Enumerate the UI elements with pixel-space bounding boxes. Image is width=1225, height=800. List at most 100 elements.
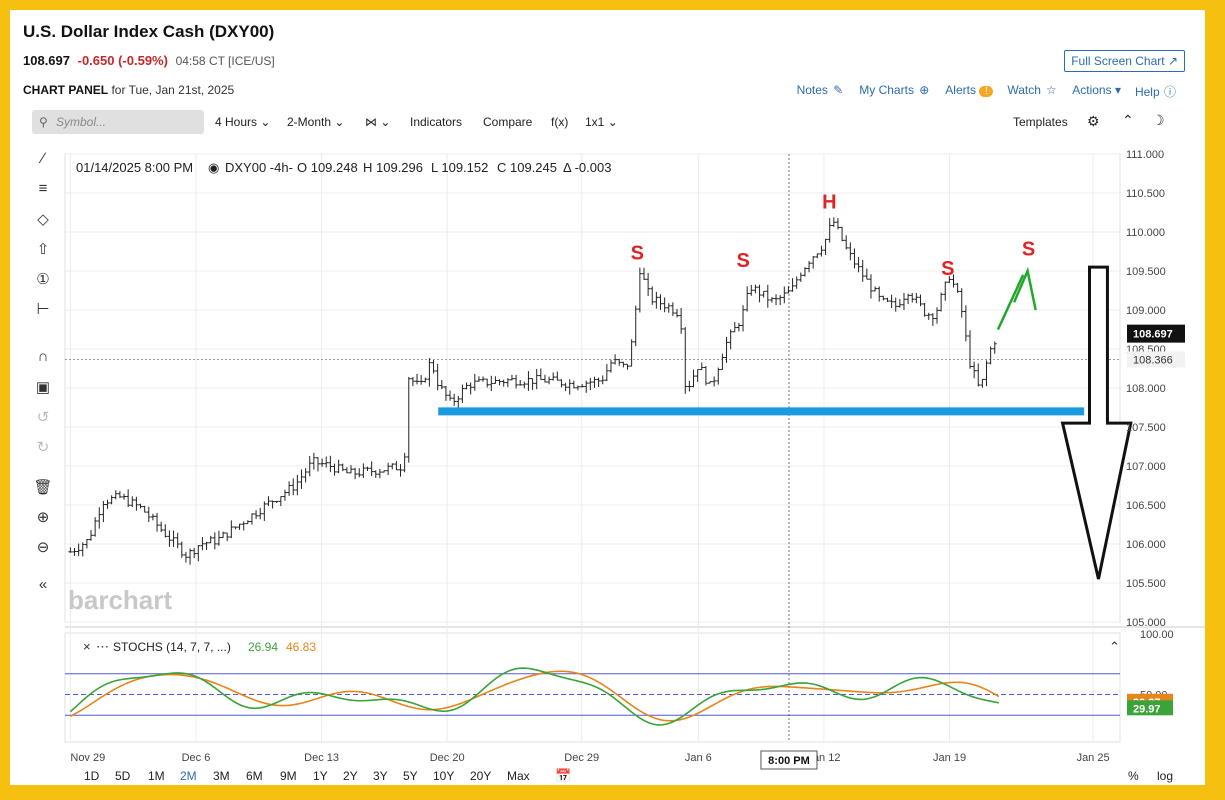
search-icon: ⚲	[39, 115, 48, 129]
interval-select[interactable]: 4 Hours ⌄	[215, 115, 270, 129]
dark-mode-icon[interactable]: ☽	[1152, 112, 1165, 128]
compare-button[interactable]: Compare	[483, 115, 533, 129]
y-tick-label: 106.000	[1126, 539, 1166, 551]
quote-line: 108.697 -0.650 (-0.59%) 04:58 CT [ICE/US…	[23, 53, 275, 68]
x-tick-label: Jan 25	[1077, 752, 1110, 764]
price-chart[interactable]: S S H S S 111.000 110.500 110.000 109.500 109.00…	[10, 135, 1205, 775]
top-links: Notes ✎ My Charts ⊕ Alerts ! Watch ☆ Act…	[797, 83, 1177, 100]
range-button-1m[interactable]: 1M	[148, 769, 165, 783]
period-select[interactable]: 2-Month ⌄	[287, 115, 344, 129]
full-screen-label: Full Screen Chart	[1071, 54, 1165, 68]
y-tick-label: 110.000	[1126, 227, 1165, 239]
alerts-link[interactable]: Alerts !	[945, 83, 994, 100]
y-tick-label: 107.000	[1126, 461, 1166, 473]
collapse-sidebar-icon[interactable]: «	[38, 576, 48, 593]
zoom-out-icon[interactable]: ⊖	[36, 539, 50, 556]
range-button-3y[interactable]: 3Y	[373, 769, 388, 783]
x-tick-label: Jan 19	[933, 752, 966, 764]
green-arrow-head	[1012, 266, 1037, 311]
calendar-icon[interactable]: 📅	[555, 768, 572, 783]
chevron-down-icon: ⌄	[380, 115, 391, 129]
plus-circle-icon: ⊕	[919, 83, 930, 97]
range-button-2y[interactable]: 2Y	[343, 769, 358, 783]
settings-icon[interactable]: ⚙	[1087, 113, 1100, 129]
pattern-label: S	[737, 250, 750, 272]
x-tick-label: Dec 6	[182, 752, 211, 764]
x-tick-label: Dec 29	[564, 752, 599, 764]
period-label: 2-Month	[287, 115, 332, 129]
alerts-label: Alerts	[945, 83, 976, 97]
percent-toggle[interactable]: %	[1128, 769, 1139, 783]
redo-icon[interactable]: ↻	[36, 439, 50, 456]
lock-icon[interactable]: ▣	[35, 379, 51, 396]
annotation-tool-icon[interactable]: ①	[36, 271, 50, 288]
range-button-10y[interactable]: 10Y	[433, 769, 455, 783]
range-button-6m[interactable]: 6M	[246, 769, 263, 783]
price-change: -0.650 (-0.59%)	[77, 53, 168, 68]
x-tick-label: Jan 6	[685, 752, 712, 764]
watch-label: Watch	[1007, 83, 1041, 97]
crosshair-time-box	[760, 750, 818, 770]
range-button-5y[interactable]: 5Y	[403, 769, 418, 783]
expand-icon: ↗	[1167, 54, 1178, 68]
last-price-badge-label: 108.697	[1133, 329, 1173, 341]
magnet-icon[interactable]: ∩	[37, 348, 49, 365]
help-link[interactable]: Help ⓘ	[1135, 83, 1177, 100]
fibonacci-tool-icon[interactable]: ≡	[38, 180, 48, 197]
notes-label: Notes	[796, 83, 828, 97]
trendline-tool-icon[interactable]: ∕	[41, 150, 45, 167]
arrow-tool-icon[interactable]: ⇧	[36, 241, 50, 258]
range-button-5d[interactable]: 5D	[115, 769, 131, 783]
templates-button[interactable]: Templates	[1013, 115, 1068, 129]
study-menu-icon[interactable]: ⋯	[96, 639, 109, 654]
help-icon: ⓘ	[1163, 85, 1176, 99]
edit-icon: ✎	[833, 83, 844, 97]
notes-link[interactable]: Notes ✎	[797, 83, 846, 100]
stoch-collapse-icon[interactable]: ⌃	[1109, 639, 1120, 654]
actions-menu[interactable]: Actions ▾	[1072, 83, 1121, 100]
fx-button[interactable]: f(x)	[551, 115, 569, 129]
range-selector: 📅 % log 1D 5D 1M 2M 3M 6M 9M 1Y 2Y 3Y 5Y 10Y 20Y Max	[10, 767, 1205, 785]
stoch-d-value: 46.83	[286, 640, 316, 654]
range-button-max[interactable]: Max	[507, 769, 530, 783]
watch-link[interactable]: Watch ☆	[1007, 83, 1058, 100]
range-button-20y[interactable]: 20Y	[470, 769, 492, 783]
log-toggle[interactable]: log	[1157, 769, 1174, 783]
stoch-tick-label: 100.00	[1140, 629, 1174, 641]
measure-tool-icon[interactable]: ⊢	[36, 301, 50, 318]
full-screen-chart-button[interactable]: Full Screen Chart ↗	[1064, 50, 1185, 72]
caret-down-icon: ▾	[1114, 83, 1121, 97]
zoom-in-icon[interactable]: ⊕	[36, 509, 50, 526]
bar-type-select[interactable]: ⋈ ⌄	[365, 115, 390, 129]
alert-icon: !	[979, 86, 994, 97]
stoch-k-badge-label: 29.97	[1133, 703, 1161, 715]
range-button-1d[interactable]: 1D	[84, 769, 100, 783]
y-tick-label: 105.000	[1126, 617, 1166, 629]
my-charts-link[interactable]: My Charts ⊕	[859, 83, 931, 100]
stoch-d-line	[70, 670, 1000, 722]
y-tick-label: 109.500	[1126, 266, 1166, 278]
indicators-button[interactable]: Indicators	[410, 115, 463, 129]
eye-icon[interactable]: ◉	[208, 160, 219, 175]
stoch-k-badge	[1127, 700, 1173, 716]
shape-tool-icon[interactable]: ◇	[37, 211, 49, 228]
collapse-icon[interactable]: ⌃	[1122, 112, 1134, 128]
stoch-pane-border	[64, 632, 1121, 743]
range-button-9m[interactable]: 9M	[280, 769, 297, 783]
x-tick-label: Dec 20	[430, 752, 465, 764]
last-price-badge	[1127, 324, 1185, 343]
range-button-3m[interactable]: 3M	[213, 769, 230, 783]
y-tick-label: 109.000	[1126, 305, 1166, 317]
chevron-down-icon: ⌄	[607, 115, 618, 129]
range-button-1y[interactable]: 1Y	[313, 769, 328, 783]
barchart-watermark: barchart	[68, 585, 172, 615]
symbol-input[interactable]: ⚲ Symbol...	[32, 110, 204, 134]
range-button-2m[interactable]: 2M	[180, 769, 197, 783]
layout-select[interactable]: 1x1 ⌄	[585, 115, 618, 129]
trash-icon[interactable]: 🗑	[33, 479, 53, 496]
pattern-label: H	[822, 192, 836, 214]
close-study-icon[interactable]: ×	[83, 639, 91, 654]
y-tick-label: 110.500	[1126, 188, 1165, 200]
undo-icon[interactable]: ↺	[36, 409, 50, 426]
y-tick-label: 111.000	[1126, 149, 1164, 161]
